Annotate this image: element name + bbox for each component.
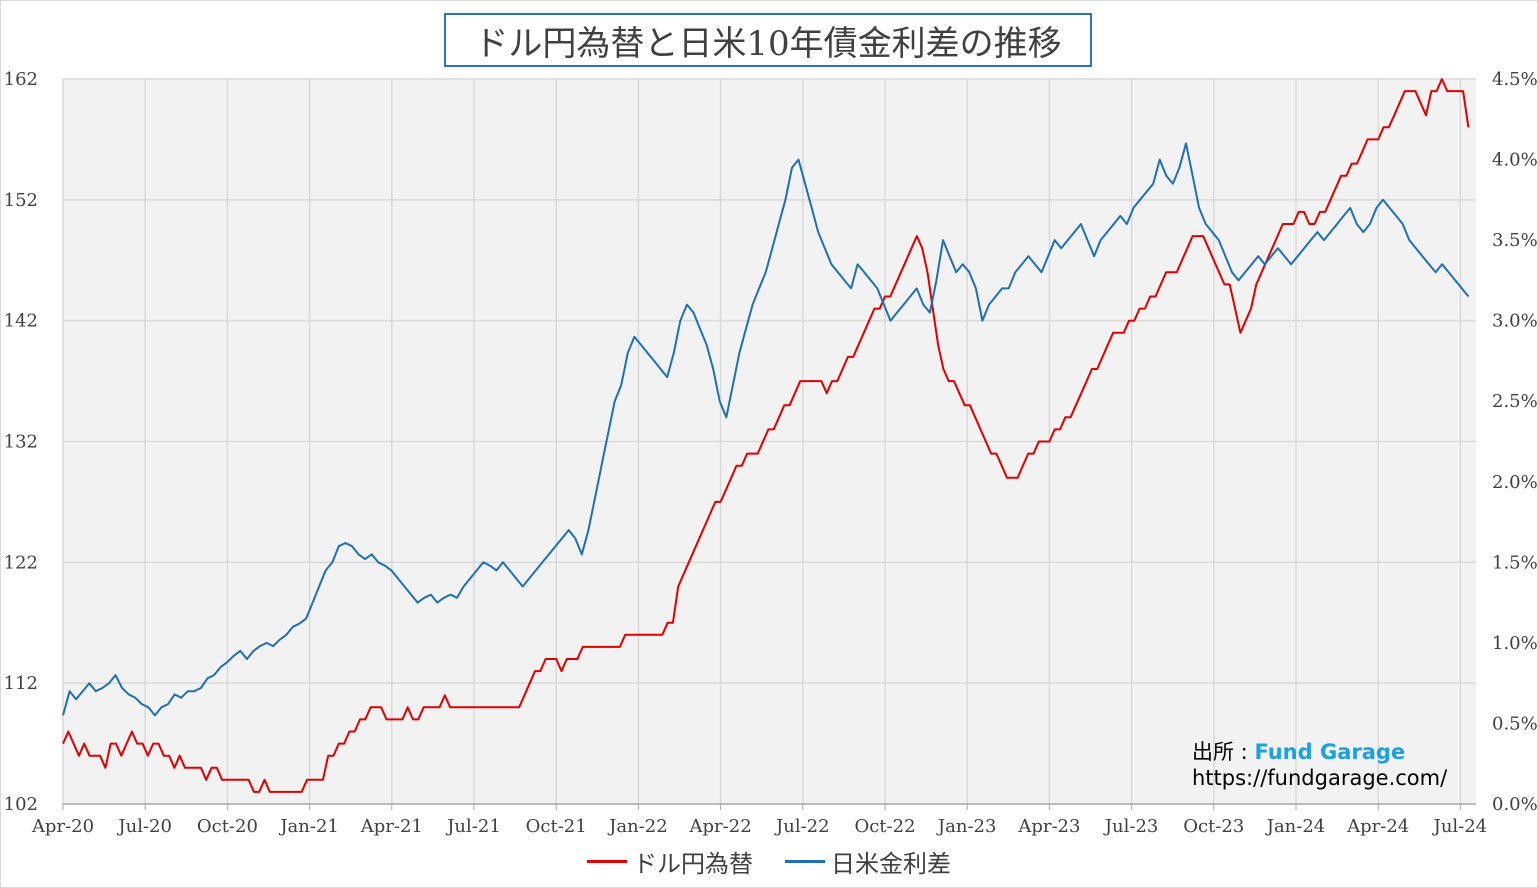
y-left-tick-label: 162 [4, 69, 38, 90]
y-right-tick-label: 0.0% [1492, 794, 1538, 815]
y-left-tick-label: 112 [4, 673, 38, 694]
x-tick-label: Jul-23 [1103, 816, 1159, 837]
y-right-tick-label: 4.0% [1492, 150, 1538, 171]
y-left-tick-label: 142 [4, 311, 38, 332]
y-right-tick-label: 0.5% [1492, 713, 1538, 734]
source-name: Fund Garage [1254, 740, 1406, 764]
series-layer [62, 78, 1470, 793]
y-axis-left: 102 112 122 132 142 152 162 [4, 69, 38, 815]
x-tick-label: Oct-22 [854, 816, 915, 837]
source-credit: 出所 : Fund Garage [1192, 736, 1405, 766]
y-right-tick-label: 3.0% [1492, 311, 1538, 332]
x-tick-label: Jul-21 [445, 816, 501, 837]
y-left-tick-label: 122 [4, 552, 38, 573]
x-tick-label: Apr-20 [31, 816, 94, 837]
legend-label-usdjpy: ドル円為替 [633, 850, 753, 878]
gridlines [62, 78, 1476, 804]
y-right-tick-label: 1.5% [1492, 552, 1538, 573]
x-tick-label: Jan-24 [1265, 816, 1326, 837]
y-left-tick-label: 102 [4, 794, 38, 815]
x-tick-label: Jul-20 [116, 816, 172, 837]
legend-swatch-spread [785, 860, 825, 863]
x-tick-label: Apr-24 [1346, 816, 1409, 837]
legend-item-spread: 日米金利差 [785, 844, 951, 879]
chart-title: ドル円為替と日米10年債金利差の推移 [444, 13, 1092, 67]
y-axis-right: 0.0% 0.5% 1.0% 1.5% 2.0% 2.5% 3.0% 3.5% 4.0% 4.5% [1492, 69, 1538, 815]
legend: ドル円為替 日米金利差 [0, 844, 1538, 879]
legend-label-spread: 日米金利差 [831, 850, 951, 878]
y-right-tick-label: 2.5% [1492, 391, 1538, 412]
x-axis: Apr-20 Jul-20 Oct-20 Jan-21 Apr-21 Jul-21 Oct-… [31, 803, 1488, 837]
y-right-tick-label: 4.5% [1492, 69, 1538, 90]
y-left-tick-label: 152 [4, 190, 38, 211]
x-tick-label: Apr-21 [360, 816, 423, 837]
y-left-tick-label: 132 [4, 432, 38, 453]
legend-swatch-usdjpy [587, 860, 627, 863]
x-tick-label: Jul-24 [1432, 816, 1488, 837]
x-tick-label: Oct-21 [526, 816, 587, 837]
y-right-tick-label: 2.0% [1492, 472, 1538, 493]
y-right-tick-label: 3.5% [1492, 230, 1538, 251]
x-tick-label: Apr-22 [689, 816, 752, 837]
x-tick-label: Apr-23 [1017, 816, 1080, 837]
x-tick-label: Jan-21 [278, 816, 339, 837]
source-prefix: 出所 : [1192, 740, 1255, 764]
x-tick-label: Jan-23 [936, 816, 997, 837]
x-tick-label: Oct-23 [1183, 816, 1244, 837]
legend-item-usdjpy: ドル円為替 [587, 844, 753, 879]
series-line-spread [62, 142, 1470, 717]
x-tick-label: Jan-22 [607, 816, 668, 837]
x-tick-label: Jul-22 [774, 816, 830, 837]
y-right-tick-label: 1.0% [1492, 633, 1538, 654]
source-url: https://fundgarage.com/ [1192, 766, 1448, 790]
series-line-usdjpy [62, 78, 1470, 793]
x-tick-label: Oct-20 [197, 816, 258, 837]
